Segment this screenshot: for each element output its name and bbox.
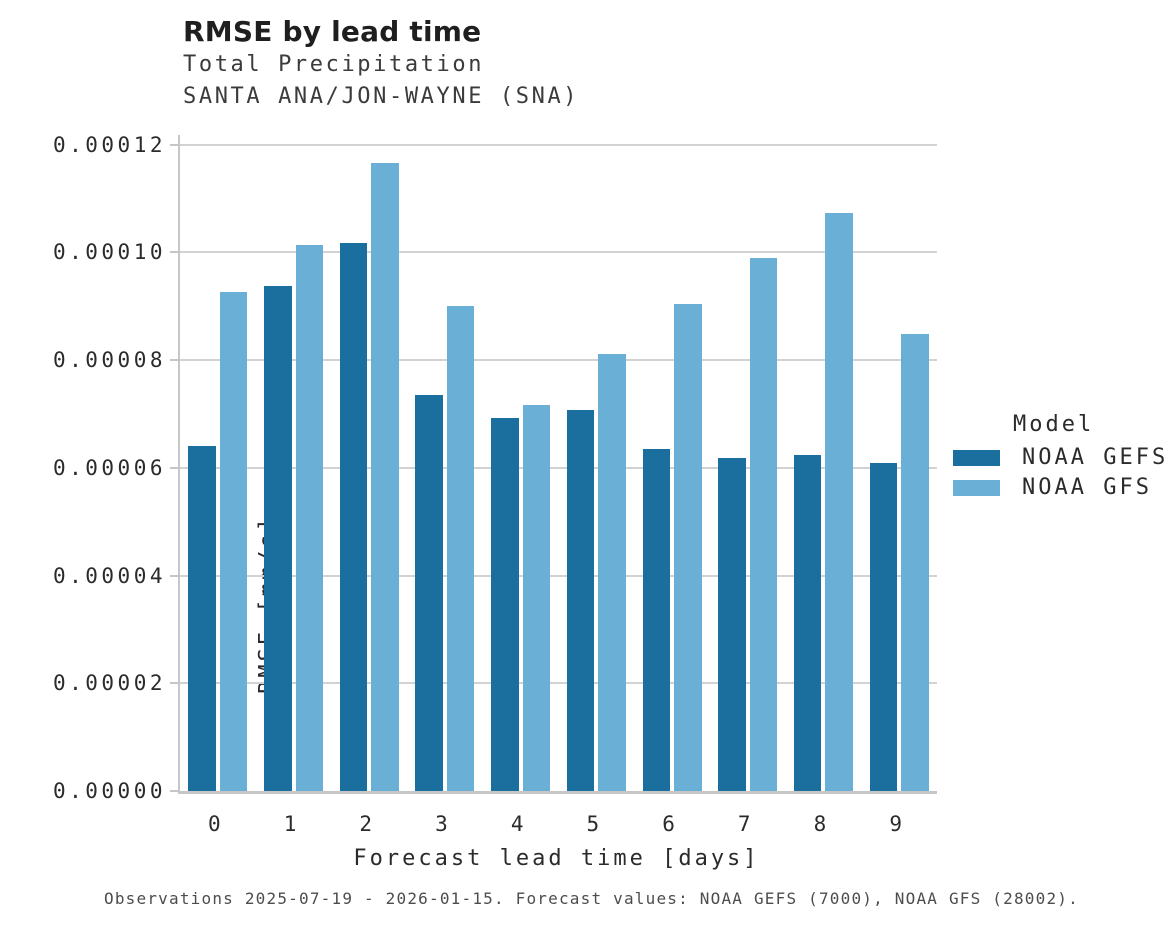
bar-noaa-gfs-day-6 bbox=[674, 304, 702, 791]
x-tick-label: 1 bbox=[283, 812, 300, 836]
x-tick-label: 7 bbox=[737, 812, 754, 836]
gridline bbox=[180, 574, 937, 577]
bar-noaa-gfs-day-5 bbox=[598, 353, 626, 791]
bar-noaa-gfs-day-1 bbox=[295, 245, 324, 791]
y-tick-label: 0.00006 bbox=[52, 455, 166, 480]
bar-noaa-gfs-day-3 bbox=[446, 305, 475, 791]
bar-noaa-gefs-day-4 bbox=[491, 418, 519, 791]
legend-entry: NOAA GFS bbox=[953, 475, 1175, 500]
chart-subtitle-station: SANTA ANA/JON-WAYNE (SNA) bbox=[183, 84, 580, 109]
y-tick-label: 0.00010 bbox=[52, 240, 166, 265]
legend-label: NOAA GFS bbox=[1022, 475, 1152, 500]
y-tick-mark bbox=[170, 143, 180, 146]
bar-noaa-gefs-day-6 bbox=[642, 449, 671, 791]
bar-noaa-gefs-day-7 bbox=[718, 458, 746, 791]
bar-noaa-gefs-day-2 bbox=[339, 242, 368, 791]
legend-entries: NOAA GEFS NOAA GFS bbox=[953, 445, 1175, 500]
caption: Observations 2025-07-19 - 2026-01-15. Fo… bbox=[104, 889, 1079, 908]
gridline bbox=[180, 143, 937, 146]
bar-noaa-gefs-day-0 bbox=[188, 446, 216, 791]
chart-title: RMSE by lead time bbox=[183, 15, 482, 48]
bar-noaa-gefs-day-1 bbox=[264, 285, 292, 791]
y-tick-mark bbox=[170, 251, 180, 254]
y-tick-mark bbox=[170, 466, 180, 469]
x-tick-label: 9 bbox=[889, 812, 905, 836]
x-tick-label: 8 bbox=[813, 812, 830, 836]
y-tick-mark bbox=[170, 682, 180, 685]
bar-noaa-gfs-day-9 bbox=[901, 334, 929, 791]
gridline bbox=[180, 359, 937, 362]
legend-entry: NOAA GEFS bbox=[953, 445, 1175, 470]
x-tick-label: 6 bbox=[662, 812, 678, 836]
y-tick-mark bbox=[170, 790, 180, 792]
y-tick-mark bbox=[170, 359, 180, 362]
gridline bbox=[180, 251, 937, 254]
x-axis-label: Forecast lead time [days] bbox=[353, 846, 760, 871]
chart-subtitle-variable: Total Precipitation bbox=[183, 52, 485, 77]
y-tick-label: 0.00004 bbox=[52, 563, 166, 588]
legend-label: NOAA GEFS bbox=[1022, 445, 1169, 470]
y-tick-label: 0.00000 bbox=[52, 779, 166, 803]
bar-noaa-gfs-day-2 bbox=[371, 163, 399, 791]
y-tick-mark bbox=[170, 574, 180, 577]
x-tick-label: 2 bbox=[359, 812, 376, 836]
bar-noaa-gfs-day-8 bbox=[825, 213, 853, 791]
x-tick-label: 4 bbox=[510, 812, 527, 836]
legend-swatch bbox=[953, 449, 1000, 466]
gridline bbox=[180, 682, 937, 685]
x-tick-label: 0 bbox=[208, 812, 224, 836]
y-tick-label: 0.00008 bbox=[52, 348, 166, 373]
legend-title: Model bbox=[1013, 412, 1095, 437]
legend-swatch bbox=[953, 479, 1000, 496]
y-tick-label: 0.00012 bbox=[52, 132, 166, 157]
bar-noaa-gefs-day-3 bbox=[415, 395, 443, 791]
bar-noaa-gfs-day-0 bbox=[219, 291, 248, 791]
bar-noaa-gefs-day-8 bbox=[793, 455, 822, 791]
x-tick-label: 3 bbox=[435, 812, 451, 836]
bar-noaa-gefs-day-9 bbox=[869, 463, 898, 791]
bar-noaa-gefs-day-5 bbox=[566, 409, 595, 791]
bar-noaa-gfs-day-4 bbox=[522, 404, 551, 791]
gridline bbox=[180, 466, 937, 469]
y-tick-label: 0.00002 bbox=[52, 671, 166, 696]
x-tick-label: 5 bbox=[586, 812, 603, 836]
bar-noaa-gfs-day-7 bbox=[749, 257, 778, 791]
legend: Model NOAA GEFS NOAA GFS bbox=[953, 412, 1175, 509]
plot-area: RMSE [mm/s] bbox=[170, 135, 937, 794]
